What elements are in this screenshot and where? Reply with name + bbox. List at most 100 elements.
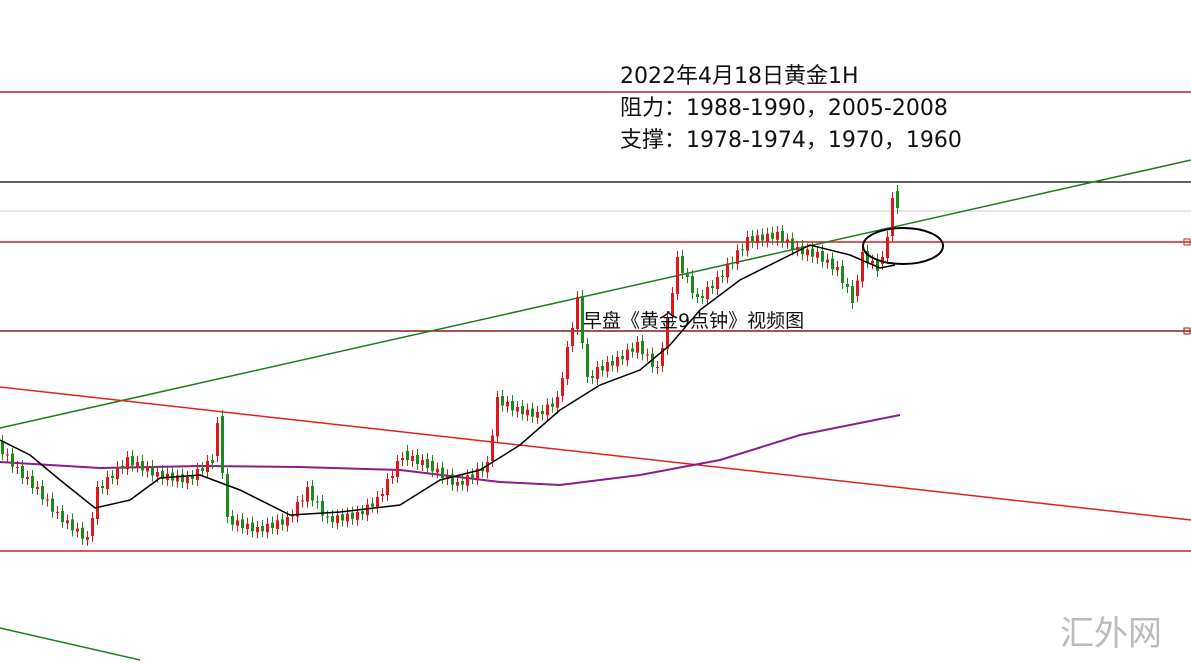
candle bbox=[561, 378, 564, 396]
candle bbox=[391, 476, 394, 478]
candle bbox=[891, 198, 894, 236]
candle bbox=[661, 348, 664, 366]
candle bbox=[106, 477, 109, 489]
candle bbox=[836, 267, 839, 271]
candle bbox=[81, 527, 84, 539]
candle bbox=[851, 286, 854, 303]
candle bbox=[496, 397, 499, 437]
candle bbox=[181, 474, 184, 483]
candle bbox=[666, 317, 669, 349]
trend-line bbox=[0, 627, 141, 661]
candle bbox=[771, 232, 774, 239]
candle bbox=[831, 258, 834, 270]
candle bbox=[441, 467, 444, 478]
candle bbox=[656, 367, 659, 368]
candle bbox=[411, 456, 414, 461]
candle bbox=[1, 441, 4, 455]
candle bbox=[551, 403, 554, 407]
candle bbox=[631, 348, 634, 352]
candle bbox=[336, 515, 339, 524]
line-handle bbox=[1183, 327, 1191, 335]
candle bbox=[316, 501, 319, 503]
candle bbox=[86, 537, 89, 540]
candle bbox=[686, 274, 689, 277]
candle bbox=[266, 523, 269, 533]
candle bbox=[71, 519, 74, 531]
candle bbox=[781, 231, 784, 242]
candle bbox=[191, 476, 194, 479]
candle bbox=[721, 276, 724, 277]
candle bbox=[241, 519, 244, 528]
candle bbox=[356, 512, 359, 520]
candle bbox=[151, 466, 154, 476]
candle bbox=[761, 234, 764, 241]
candle bbox=[616, 357, 619, 367]
candle bbox=[436, 468, 439, 473]
candle bbox=[286, 517, 289, 526]
candle bbox=[691, 276, 694, 293]
candle bbox=[491, 435, 494, 461]
candle bbox=[91, 518, 94, 536]
candle bbox=[31, 476, 34, 488]
candle bbox=[596, 367, 599, 379]
candle bbox=[636, 342, 639, 353]
candle bbox=[296, 502, 299, 517]
candle bbox=[746, 237, 749, 251]
candle bbox=[231, 516, 234, 525]
candle bbox=[481, 467, 484, 472]
candle bbox=[131, 456, 134, 466]
annotation-resistance: 阻力：1988-1990，2005-2008 bbox=[620, 96, 948, 121]
candle bbox=[66, 520, 69, 524]
candle bbox=[211, 460, 214, 463]
candle bbox=[531, 408, 534, 417]
candle bbox=[16, 467, 19, 468]
candle bbox=[206, 461, 209, 472]
candle bbox=[701, 296, 704, 298]
candle bbox=[246, 523, 249, 529]
candle bbox=[506, 402, 509, 407]
candle bbox=[216, 423, 219, 456]
candle bbox=[121, 466, 124, 468]
watermark: 汇外网 bbox=[1060, 614, 1162, 654]
candle bbox=[386, 479, 389, 495]
candle bbox=[6, 454, 9, 456]
candle bbox=[451, 474, 454, 485]
candle bbox=[431, 461, 434, 472]
candle bbox=[261, 526, 264, 532]
line-handle bbox=[1183, 238, 1191, 246]
candle bbox=[671, 293, 674, 316]
candle bbox=[601, 366, 604, 371]
candle bbox=[466, 475, 469, 486]
candle bbox=[291, 515, 294, 517]
moving-average bbox=[0, 414, 901, 487]
candle bbox=[331, 516, 334, 523]
trend-line bbox=[0, 386, 1191, 521]
candle bbox=[26, 477, 29, 479]
annotation-title: 2022年4月18日黄金1H bbox=[620, 64, 859, 89]
candle bbox=[876, 259, 879, 271]
candle bbox=[96, 487, 99, 519]
candle bbox=[516, 407, 519, 412]
candle bbox=[886, 237, 889, 258]
candle bbox=[811, 248, 814, 257]
candle bbox=[501, 396, 504, 406]
candle bbox=[586, 344, 589, 377]
candle bbox=[626, 349, 629, 361]
annotation-support: 支撑：1978-1974，1970，1960 bbox=[620, 128, 962, 153]
candle bbox=[36, 487, 39, 489]
candle bbox=[731, 262, 734, 264]
candle bbox=[76, 528, 79, 532]
candle bbox=[276, 520, 279, 529]
candle bbox=[146, 467, 149, 472]
candle bbox=[251, 522, 254, 532]
candle bbox=[361, 511, 364, 515]
candle bbox=[801, 246, 804, 255]
candle bbox=[541, 411, 544, 415]
candle bbox=[521, 406, 524, 415]
candle bbox=[176, 475, 179, 482]
candle bbox=[776, 232, 779, 240]
candle bbox=[371, 503, 374, 507]
candle bbox=[101, 486, 104, 488]
candle bbox=[766, 233, 769, 242]
candle bbox=[341, 514, 344, 521]
